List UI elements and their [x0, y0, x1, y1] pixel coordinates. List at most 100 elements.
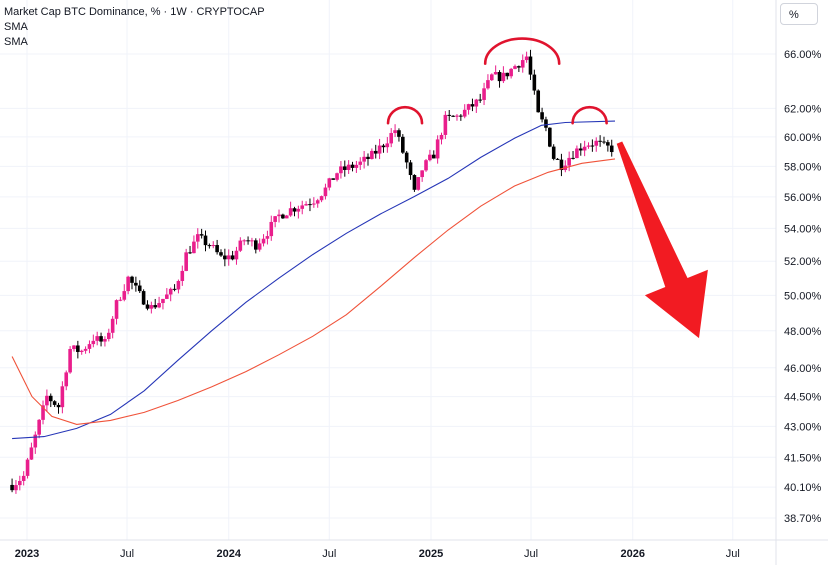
candle-up — [83, 348, 88, 351]
candle-down — [141, 291, 146, 305]
candle-down — [559, 159, 564, 171]
candle-up — [72, 345, 76, 350]
candle-up — [192, 241, 196, 254]
candle-up — [234, 250, 239, 260]
candle-down — [373, 150, 378, 154]
candle-up — [106, 332, 111, 340]
candle-up — [265, 236, 270, 239]
candle-up — [18, 480, 22, 486]
candle-down — [544, 119, 548, 128]
candle-down — [571, 157, 575, 159]
candle-down — [412, 175, 417, 190]
candle-down — [246, 240, 250, 242]
candle-up — [91, 340, 96, 345]
candle-up — [176, 281, 181, 290]
candle-down — [230, 255, 235, 260]
candle-down — [215, 245, 219, 253]
candle-up — [416, 177, 421, 190]
candle-up — [284, 215, 289, 219]
candle-up — [87, 344, 92, 349]
candle-down — [431, 154, 436, 159]
y-tick-label: 48.00% — [784, 326, 822, 338]
candle-down — [590, 145, 595, 147]
candle-up — [486, 80, 490, 89]
candle-down — [540, 112, 544, 120]
candle-up — [474, 99, 479, 107]
y-tick-label: 56.00% — [784, 192, 822, 204]
candle-up — [462, 109, 467, 117]
candle-up — [103, 339, 107, 342]
candle-up — [257, 243, 262, 250]
candle-down — [505, 72, 510, 77]
candle-down — [342, 166, 347, 170]
candle-up — [211, 245, 216, 247]
x-axis-labels: 2023 Jul 2024 Jul 2025 Jul 2026 Jul — [15, 548, 740, 560]
candle-up — [385, 143, 390, 148]
candle-up — [420, 170, 424, 178]
candle-up — [122, 291, 127, 300]
candle-up — [513, 66, 517, 69]
x-tick-label: 2025 — [419, 548, 443, 560]
candle-up — [288, 208, 293, 216]
x-tick-label: 2024 — [216, 548, 241, 560]
candle-down — [401, 136, 405, 153]
candle-down — [281, 214, 285, 219]
candle-up — [161, 298, 165, 304]
sma-fast-line — [12, 120, 616, 440]
candle-up — [269, 221, 274, 237]
candle-up — [466, 104, 471, 110]
candle-down — [447, 114, 452, 116]
candle-up — [226, 255, 231, 260]
candle-down — [207, 245, 212, 247]
candle-down — [219, 252, 223, 256]
candle-up — [277, 214, 281, 217]
candle-down — [137, 285, 142, 292]
candles — [10, 49, 614, 494]
candle-up — [304, 204, 308, 206]
candle-down — [451, 115, 455, 117]
candle-down — [532, 74, 537, 91]
candle-up — [358, 161, 363, 165]
candle-up — [482, 88, 486, 100]
y-tick-label: 50.00% — [784, 290, 822, 302]
candle-down — [48, 395, 53, 402]
candle-up — [118, 299, 123, 301]
candle-down — [223, 255, 227, 260]
candle-up — [95, 336, 99, 341]
percent-scale-button[interactable]: % — [780, 3, 818, 25]
candle-down — [555, 158, 560, 160]
candle-down — [528, 56, 533, 75]
legend-sma-fast: SMA — [4, 21, 28, 33]
candle-up — [126, 276, 130, 292]
candle-down — [606, 142, 610, 146]
candle-down — [381, 145, 386, 148]
candle-down — [76, 345, 80, 352]
candle-up — [273, 216, 277, 222]
candle-down — [134, 282, 138, 286]
candle-up — [435, 139, 440, 159]
candle-up — [14, 485, 18, 491]
candle-up — [296, 208, 301, 212]
candle-up — [110, 318, 115, 333]
candle-down — [331, 178, 335, 180]
candle-down — [99, 336, 103, 342]
candle-down — [497, 72, 502, 82]
candle-down — [536, 90, 541, 113]
candle-up — [37, 419, 41, 435]
y-tick-label: 62.00% — [784, 103, 822, 115]
candle-up — [393, 130, 397, 134]
candle-up — [335, 173, 339, 180]
y-tick-label: 40.10% — [784, 482, 822, 494]
candle-up — [168, 288, 173, 295]
chart-legend: Market Cap BTC Dominance, % · 1W · CRYPT… — [4, 5, 265, 50]
candle-up — [165, 294, 169, 299]
candle-up — [261, 238, 266, 244]
candle-down — [404, 152, 409, 163]
candle-up — [33, 434, 38, 448]
candle-up — [586, 145, 591, 147]
y-tick-label: 66.00% — [784, 49, 822, 61]
candle-up — [45, 395, 49, 406]
x-tick-label: Jul — [322, 548, 336, 560]
candle-down — [130, 276, 134, 283]
candle-up — [242, 240, 246, 242]
